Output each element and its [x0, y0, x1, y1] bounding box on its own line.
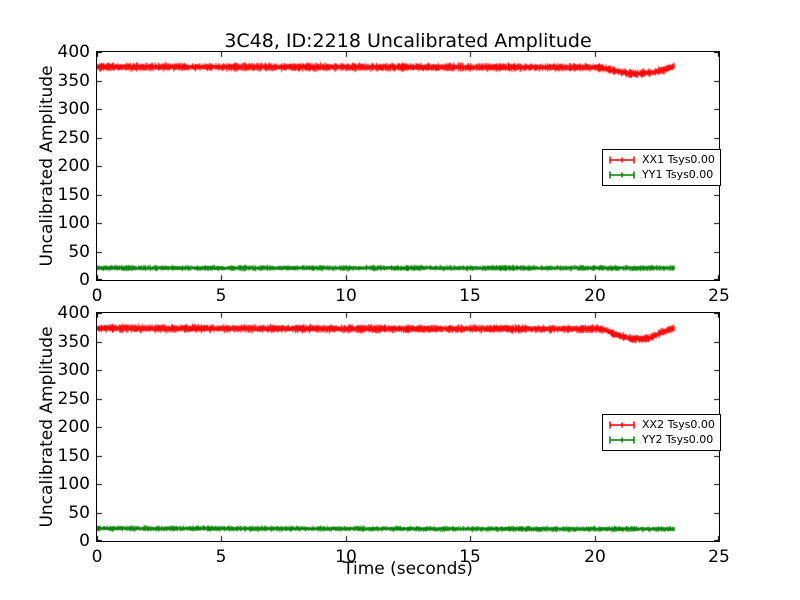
y-tick-label: 200 — [57, 417, 90, 437]
errorbar-marker-icon — [609, 436, 635, 444]
legend-bottom-label-xx2: XX2 Tsys0.00 — [642, 418, 715, 431]
x-tick-label: 20 — [584, 286, 606, 306]
x-tick-label: 25 — [708, 286, 730, 306]
y-tick-label: 0 — [79, 270, 90, 290]
y-tick-label: 250 — [57, 128, 90, 148]
x-tick-label: 20 — [584, 547, 606, 567]
y-tick-label: 300 — [57, 99, 90, 119]
y-tick-label: 100 — [57, 474, 90, 494]
y-tick-label: 0 — [79, 531, 90, 551]
legend-bottom-label-yy2: YY2 Tsys0.00 — [642, 433, 714, 446]
legend-top-entry-yy1: YY1 Tsys0.00 — [607, 168, 715, 182]
x-tick-label: 0 — [91, 286, 103, 306]
y-tick-label: 200 — [57, 156, 90, 176]
subplot-bottom-plot-area — [96, 312, 720, 542]
y-tick-label: 400 — [57, 303, 90, 323]
y-tick-label: 350 — [57, 71, 90, 91]
y-tick-label: 150 — [57, 185, 90, 205]
x-tick-label: 5 — [215, 547, 227, 567]
y-tick-label: 400 — [57, 42, 90, 62]
x-tick-label: 15 — [459, 286, 481, 306]
x-axis-label: Time (seconds) — [343, 559, 473, 579]
x-tick-label: 15 — [459, 547, 481, 567]
y-tick-label: 50 — [68, 503, 90, 523]
figure-title: 3C48, ID:2218 Uncalibrated Amplitude — [224, 30, 592, 52]
errorbar-marker-icon — [609, 171, 635, 179]
errorbar-marker-icon — [609, 156, 635, 164]
legend-top-entry-xx1: XX1 Tsys0.00 — [607, 153, 715, 167]
y-tick-label: 50 — [68, 242, 90, 262]
errorbar-marker-icon — [609, 421, 635, 429]
x-tick-label: 0 — [91, 547, 103, 567]
legend-top: XX1 Tsys0.00 YY1 Tsys0.00 — [602, 149, 721, 186]
x-tick-label: 5 — [215, 286, 227, 306]
x-tick-label: 10 — [335, 547, 357, 567]
y-tick-label: 300 — [57, 360, 90, 380]
legend-top-label-yy1: YY1 Tsys0.00 — [642, 168, 714, 181]
legend-bottom-entry-yy2: YY2 Tsys0.00 — [607, 433, 715, 447]
x-tick-label: 25 — [708, 547, 730, 567]
y-tick-label: 250 — [57, 389, 90, 409]
y-tick-label: 350 — [57, 332, 90, 352]
legend-bottom-entry-xx2: XX2 Tsys0.00 — [607, 418, 715, 432]
legend-bottom: XX2 Tsys0.00 YY2 Tsys0.00 — [602, 414, 721, 451]
x-tick-label: 10 — [335, 286, 357, 306]
y-tick-label: 150 — [57, 446, 90, 466]
y-tick-label: 100 — [57, 213, 90, 233]
legend-top-label-xx1: XX1 Tsys0.00 — [642, 153, 715, 166]
